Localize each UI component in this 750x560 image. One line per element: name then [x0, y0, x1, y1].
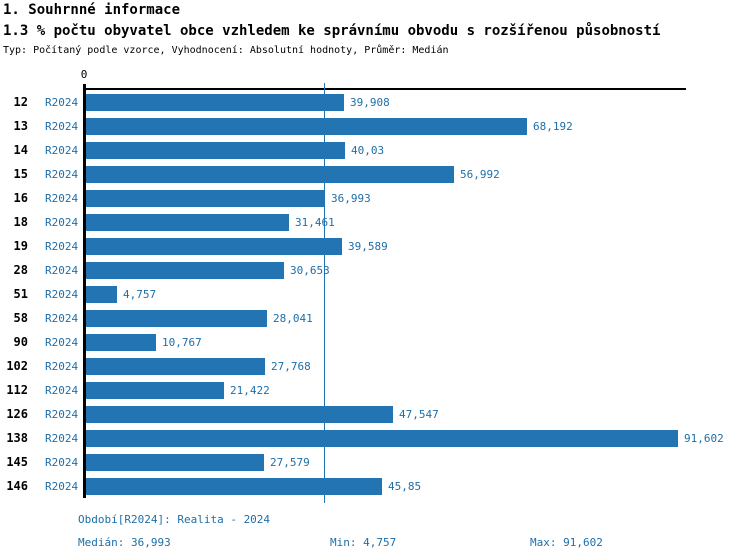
row-period-label: R2024	[45, 407, 79, 421]
row-period-label: R2024	[45, 215, 79, 229]
row-category-label: 15	[13, 167, 28, 181]
chart-row: 51 R2024 4,757	[0, 282, 750, 306]
chart-row: 16 R2024 36,993	[0, 186, 750, 210]
page-title: 1. Souhrnné informace	[3, 2, 181, 18]
bar-value-label: 30,653	[290, 263, 330, 277]
footer-median-value: Medián: 36,993	[78, 536, 171, 549]
chart-row: 12 R2024 39,908	[0, 90, 750, 114]
row-period-label: R2024	[45, 335, 79, 349]
chart-row: 138 R2024 91,602	[0, 426, 750, 450]
bar-value-label: 39,589	[348, 239, 388, 253]
row-period-label: R2024	[45, 167, 79, 181]
row-category-label: 12	[13, 95, 28, 109]
bar-value-label: 36,993	[331, 191, 371, 205]
chart-row: 14 R2024 40,03	[0, 138, 750, 162]
footer-period-legend: Období[R2024]: Realita - 2024	[78, 513, 271, 526]
bar	[86, 381, 224, 399]
row-category-label: 28	[13, 263, 28, 277]
bar	[86, 165, 454, 183]
chart-row: 19 R2024 39,589	[0, 234, 750, 258]
bar	[86, 141, 345, 159]
bar	[86, 237, 342, 255]
bar-value-label: 91,602	[684, 431, 724, 445]
row-category-label: 51	[13, 287, 28, 301]
bar	[86, 213, 289, 231]
row-category-label: 112	[6, 383, 28, 397]
chart-row: 90 R2024 10,767	[0, 330, 750, 354]
bar-value-label: 4,757	[123, 287, 157, 301]
chart-row: 15 R2024 56,992	[0, 162, 750, 186]
bar	[86, 93, 344, 111]
chart-title: 1.3 % počtu obyvatel obce vzhledem ke sp…	[3, 23, 661, 39]
chart-row: 58 R2024 28,041	[0, 306, 750, 330]
row-category-label: 14	[13, 143, 28, 157]
row-period-label: R2024	[45, 311, 79, 325]
x-axis-zero-tick-label: 0	[80, 68, 88, 81]
bar	[86, 189, 325, 207]
row-period-label: R2024	[45, 383, 79, 397]
row-category-label: 146	[6, 479, 28, 493]
bar-value-label: 40,03	[351, 143, 385, 157]
bar	[86, 261, 284, 279]
row-period-label: R2024	[45, 431, 79, 445]
chart-row: 112 R2024 21,422	[0, 378, 750, 402]
row-period-label: R2024	[45, 143, 79, 157]
bar-value-label: 27,579	[270, 455, 310, 469]
bar	[86, 357, 265, 375]
row-category-label: 145	[6, 455, 28, 469]
row-category-label: 18	[13, 215, 28, 229]
row-period-label: R2024	[45, 479, 79, 493]
bar	[86, 285, 117, 303]
chart-row: 145 R2024 27,579	[0, 450, 750, 474]
chart-rows: 12 R2024 39,908 13 R2024 68,192 14 R2024 40,03 15…	[0, 90, 750, 498]
row-period-label: R2024	[45, 239, 79, 253]
row-period-label: R2024	[45, 359, 79, 373]
bar-value-label: 21,422	[230, 383, 270, 397]
bar-value-label: 39,908	[350, 95, 390, 109]
bar-value-label: 31,461	[295, 215, 335, 229]
chart-row: 18 R2024 31,461	[0, 210, 750, 234]
row-category-label: 16	[13, 191, 28, 205]
row-category-label: 13	[13, 119, 28, 133]
row-category-label: 102	[6, 359, 28, 373]
chart-row: 13 R2024 68,192	[0, 114, 750, 138]
bar-value-label: 56,992	[460, 167, 500, 181]
row-category-label: 19	[13, 239, 28, 253]
footer-min-value: Min: 4,757	[330, 536, 397, 549]
bar	[86, 453, 264, 471]
row-period-label: R2024	[45, 455, 79, 469]
bar	[86, 333, 156, 351]
row-period-label: R2024	[45, 287, 79, 301]
bar	[86, 309, 267, 327]
row-category-label: 58	[13, 311, 28, 325]
bar-value-label: 27,768	[271, 359, 311, 373]
chart-row: 102 R2024 27,768	[0, 354, 750, 378]
chart-row: 126 R2024 47,547	[0, 402, 750, 426]
bar-value-label: 28,041	[273, 311, 313, 325]
row-category-label: 138	[6, 431, 28, 445]
row-category-label: 90	[13, 335, 28, 349]
x-axis-line	[84, 88, 686, 90]
bar	[86, 429, 678, 447]
chart-row: 28 R2024 30,653	[0, 258, 750, 282]
bar-value-label: 10,767	[162, 335, 202, 349]
bar	[86, 405, 393, 423]
bar-value-label: 68,192	[533, 119, 573, 133]
row-category-label: 126	[6, 407, 28, 421]
row-period-label: R2024	[45, 95, 79, 109]
y-axis-line	[83, 84, 86, 498]
bar	[86, 477, 382, 495]
footer-max-value: Max: 91,602	[530, 536, 603, 549]
bar-value-label: 45,85	[388, 479, 422, 493]
row-period-label: R2024	[45, 119, 79, 133]
bar-value-label: 47,547	[399, 407, 439, 421]
row-period-label: R2024	[45, 191, 79, 205]
chart-row: 146 R2024 45,85	[0, 474, 750, 498]
bar	[86, 117, 527, 135]
row-period-label: R2024	[45, 263, 79, 277]
median-line	[324, 83, 325, 503]
chart-subtitle: Typ: Počítaný podle vzorce, Vyhodnocení:…	[3, 45, 449, 56]
